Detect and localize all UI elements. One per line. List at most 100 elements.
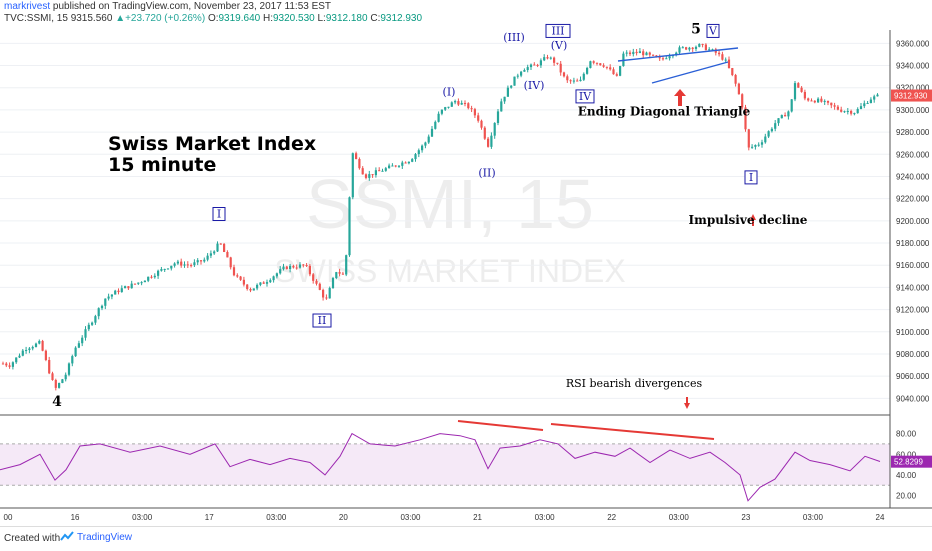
time-tick-label: 23 [741,513,750,522]
candle-body [114,290,117,295]
candle-body [787,111,790,117]
candle-body [312,274,315,281]
publish-info: markrivest published on TradingView.com,… [4,1,331,12]
chart-canvas[interactable]: SSMI, 15 SWISS MARKET INDEX 9040.000 9060… [0,0,932,526]
wave-label: IV [579,90,592,103]
chart-title-line1: Swiss Market Index [108,133,316,155]
last-price-tag [891,89,932,102]
candle-body [239,276,242,280]
candle-body [483,127,486,139]
candle-body [163,268,166,270]
candle-body [226,252,229,258]
time-tick-label: 00 [4,513,13,522]
candle-body [876,94,879,97]
open-value: 9319.640 [218,13,261,24]
candle-body [859,106,863,110]
wave-label: 4 [52,394,62,410]
wave-label: 5 [691,21,701,37]
candle-body [810,100,813,102]
candle-body [866,103,869,105]
candle-body [685,47,688,50]
candle-body [249,288,252,291]
price-tick-label: 9180.000 [896,239,930,248]
candle-body [355,153,358,160]
candle-body [31,346,34,349]
candle-body [262,282,265,284]
candle-body [120,288,123,293]
price-tick-label: 9260.000 [896,150,930,159]
candle-body [638,51,641,54]
candle-body [741,94,744,108]
candle-body [147,276,150,281]
price-tick-label: 9140.000 [896,283,930,292]
close-label: C: [370,13,381,24]
candle-body [586,67,589,74]
time-tick-label: 24 [876,513,885,522]
candle-body [767,131,770,137]
candle-body [661,58,665,60]
rsi-value-tag-label: 52.8299 [894,458,923,467]
candle-body [124,286,127,289]
wave-label-box [744,170,758,185]
price-tick-label: 9100.000 [896,328,930,337]
candle-body [873,96,876,100]
candle-body [642,51,645,56]
candle-body [612,69,615,75]
candle-body [417,150,420,155]
candle-body [648,52,651,55]
price-tick-label: 9080.000 [896,350,930,359]
candle-body [665,58,668,60]
publisher-link[interactable]: markrivest [4,1,51,12]
candle-body [569,80,572,82]
candle-body [718,52,721,55]
up-triangle-icon: ▲ [115,13,126,24]
candle-body [754,145,757,147]
candle-body [378,170,381,172]
candle-body [414,154,417,160]
candle-body [160,269,163,271]
candle-body [605,66,608,68]
wave-label-box [545,23,571,38]
last-price: 9315.560 [70,13,113,24]
candle-body [437,113,440,122]
candle-body [602,65,605,67]
candle-body [440,109,443,114]
value-tags: 9312.930 52.8299 [891,89,932,468]
candle-body [678,47,681,53]
candle-body [186,264,189,266]
tradingview-brand[interactable]: TradingView [60,530,132,544]
candle-body [77,343,80,348]
rsi-series [0,432,881,502]
candle-body [368,174,371,178]
candle-body [850,110,853,114]
candle-body [691,47,694,49]
open-label: O: [207,13,219,24]
candle-body [477,115,480,121]
candle-body [282,266,285,270]
drawings [457,47,756,440]
candle-body [652,54,655,56]
candle-body [539,60,542,66]
candle-body [58,383,61,388]
candle-body [430,128,434,137]
wave-label: I [749,171,753,184]
candle-body [219,243,222,245]
candle-body [371,174,374,176]
candle-body [566,76,569,81]
candle-body [223,244,226,253]
candle-body [236,275,239,277]
candle-body [407,161,410,164]
candle-body [252,288,255,291]
rsi-band [0,443,890,486]
candle-body [562,72,566,77]
candle-body [546,57,549,59]
created-with-label: Created with [4,533,61,544]
time-tick-label: 22 [607,513,616,522]
candle-body [100,305,104,309]
candle-body [11,362,14,367]
candle-body [292,265,295,268]
candle-body [209,253,212,256]
candle-body [265,282,269,284]
price-tick-label: 9280.000 [896,128,930,137]
candle-body [196,260,199,263]
